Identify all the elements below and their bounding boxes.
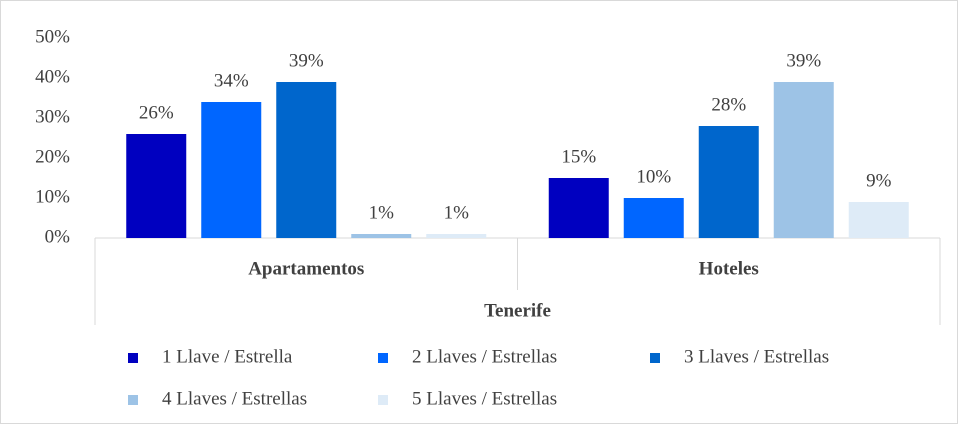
x-tick-label: Hoteles xyxy=(699,258,759,279)
legend-label: 2 Llaves / Estrellas xyxy=(412,346,557,367)
bar xyxy=(126,134,187,238)
bar xyxy=(426,234,487,238)
legend-label: 3 Llaves / Estrellas xyxy=(684,346,829,367)
legend-marker xyxy=(128,353,138,363)
bar xyxy=(698,126,759,238)
data-label: 10% xyxy=(636,166,671,187)
legend-label: 1 Llave / Estrella xyxy=(162,346,293,367)
legend-marker xyxy=(378,353,388,363)
bar xyxy=(848,202,909,238)
data-label: 34% xyxy=(214,70,249,91)
data-label: 1% xyxy=(369,202,395,223)
y-tick-label: 20% xyxy=(35,146,70,167)
data-label: 28% xyxy=(711,94,746,115)
bar xyxy=(201,102,262,238)
y-tick-label: 10% xyxy=(35,186,70,207)
y-tick-label: 30% xyxy=(35,106,70,127)
legend-marker xyxy=(128,395,138,405)
x-tick-label: Apartamentos xyxy=(248,258,364,279)
data-label: 26% xyxy=(139,102,174,123)
legend-marker xyxy=(378,395,388,405)
bar xyxy=(623,198,684,238)
legend-label: 5 Llaves / Estrellas xyxy=(412,388,557,409)
bar xyxy=(276,82,337,238)
data-label: 9% xyxy=(866,170,892,191)
legend-marker xyxy=(650,353,660,363)
x-group-label: Tenerife xyxy=(484,300,551,321)
data-label: 39% xyxy=(786,50,821,71)
bar xyxy=(548,178,609,238)
y-tick-label: 0% xyxy=(45,226,71,247)
bar xyxy=(351,234,412,238)
legend-label: 4 Llaves / Estrellas xyxy=(162,388,307,409)
data-label: 15% xyxy=(561,146,596,167)
y-tick-label: 40% xyxy=(35,66,70,87)
y-tick-label: 50% xyxy=(35,26,70,47)
data-label: 39% xyxy=(289,50,324,71)
bar xyxy=(773,82,834,238)
data-label: 1% xyxy=(444,202,470,223)
